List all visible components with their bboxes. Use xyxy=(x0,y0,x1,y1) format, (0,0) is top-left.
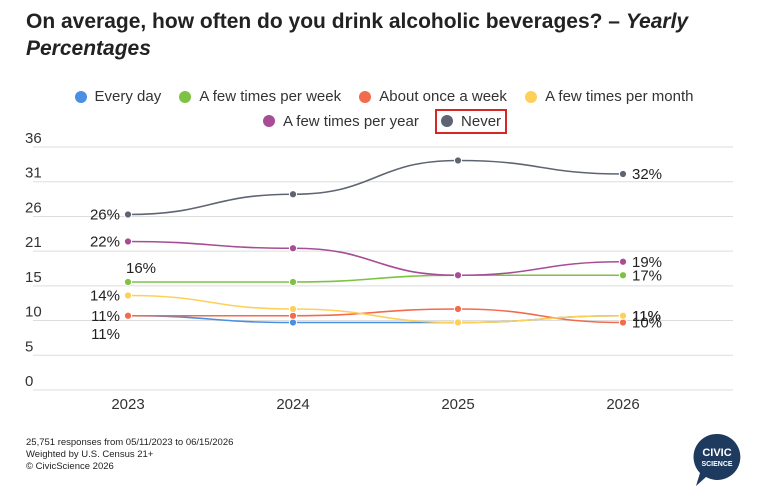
data-point xyxy=(288,190,298,199)
legend-swatch-every-day xyxy=(74,90,87,103)
x-tick-label: 2025 xyxy=(441,396,474,413)
data-point xyxy=(453,156,463,165)
footnote-responses: 25,751 responses from 05/11/2023 to 06/1… xyxy=(26,437,234,448)
y-tick-label: 15 xyxy=(25,269,42,286)
y-tick-label: 5 xyxy=(25,338,33,355)
data-point xyxy=(123,311,133,320)
footnote-weighting: Weighted by U.S. Census 21+ xyxy=(26,449,154,460)
legend-swatch-once-a-week xyxy=(359,90,372,103)
data-point xyxy=(618,311,628,320)
y-tick-label: 36 xyxy=(25,130,42,147)
legend-item-few-times-week[interactable]: A few times per week xyxy=(177,86,343,107)
data-label: 17% xyxy=(632,267,662,284)
legend-label-never: Never xyxy=(461,112,502,130)
legend-swatch-few-times-month xyxy=(525,90,538,103)
data-point xyxy=(618,271,628,280)
data-point xyxy=(453,318,463,327)
footnote-copyright: © CivicScience 2026 xyxy=(26,461,114,472)
legend-row-1: Every day A few times per week About onc… xyxy=(0,86,768,109)
footnote: 25,751 responses from 05/11/2023 to 06/1… xyxy=(26,437,233,473)
x-tick-label: 2026 xyxy=(606,396,639,413)
legend-item-every-day[interactable]: Every day xyxy=(73,86,164,107)
legend-row-2: A few times per year Never xyxy=(0,108,768,134)
data-label: 10% xyxy=(632,315,662,332)
data-point xyxy=(123,237,133,246)
data-label: 19% xyxy=(632,254,662,271)
data-point xyxy=(618,257,628,266)
data-point xyxy=(123,210,133,219)
data-point xyxy=(123,291,133,300)
data-label: 26% xyxy=(90,207,120,224)
y-tick-label: 10 xyxy=(25,304,42,321)
chart-title: On average, how often do you drink alcoh… xyxy=(26,8,746,62)
series-line xyxy=(128,308,624,324)
legend-swatch-few-times-year xyxy=(262,115,275,127)
data-label: 11% xyxy=(632,308,661,325)
legend-label-once-a-week: About once a week xyxy=(379,88,507,105)
data-point xyxy=(288,311,298,320)
data-label: 11% xyxy=(91,308,120,325)
data-point xyxy=(288,318,298,327)
data-label: 11% xyxy=(91,326,120,343)
series-line xyxy=(127,274,623,283)
y-tick-label: 31 xyxy=(25,165,42,182)
legend-item-once-a-week[interactable]: About once a week xyxy=(357,86,509,107)
series-line xyxy=(127,240,624,277)
y-tick-label: 21 xyxy=(25,234,42,251)
legend-label-few-times-week: A few times per week xyxy=(199,88,342,105)
data-label: 32% xyxy=(632,166,662,183)
legend-item-never[interactable]: Never xyxy=(435,108,508,134)
y-tick-label: 26 xyxy=(25,199,42,216)
logo-text-science: SCIENCE xyxy=(701,461,732,468)
chart-legend: Every day A few times per week About onc… xyxy=(0,86,768,134)
data-point xyxy=(453,304,463,314)
chart-title-main: On average, how often do you drink alcoh… xyxy=(26,10,626,33)
legend-label-few-times-year: A few times per year xyxy=(282,112,419,130)
data-point xyxy=(618,169,628,179)
chart-title-italic: Yearly Percentages xyxy=(26,10,689,60)
series-line xyxy=(127,159,624,216)
data-label: 14% xyxy=(90,288,120,305)
legend-swatch-never xyxy=(441,115,454,127)
legend-item-few-times-month[interactable]: A few times per month xyxy=(523,86,695,107)
data-label: 22% xyxy=(90,234,120,251)
series-line xyxy=(127,294,624,324)
data-point xyxy=(288,277,298,287)
data-label: 11% xyxy=(632,308,661,325)
data-point xyxy=(288,304,298,314)
legend-swatch-few-times-week xyxy=(179,90,192,103)
legend-item-few-times-year[interactable]: A few times per year xyxy=(261,111,421,132)
x-tick-label: 2024 xyxy=(276,396,309,413)
civicscience-logo-icon: CIVIC SCIENCE xyxy=(693,433,741,486)
legend-label-every-day: Every day xyxy=(94,88,162,105)
logo-text-civic: CIVIC xyxy=(702,447,731,459)
data-point xyxy=(453,271,463,280)
data-point xyxy=(123,277,133,287)
x-tick-label: 2023 xyxy=(111,396,144,413)
y-tick-label: 0 xyxy=(25,373,33,390)
data-point xyxy=(618,318,628,327)
legend-label-few-times-month: A few times per month xyxy=(545,88,694,105)
logo-bubble xyxy=(693,433,741,486)
data-point xyxy=(288,244,298,253)
data-label: 16% xyxy=(126,260,156,277)
